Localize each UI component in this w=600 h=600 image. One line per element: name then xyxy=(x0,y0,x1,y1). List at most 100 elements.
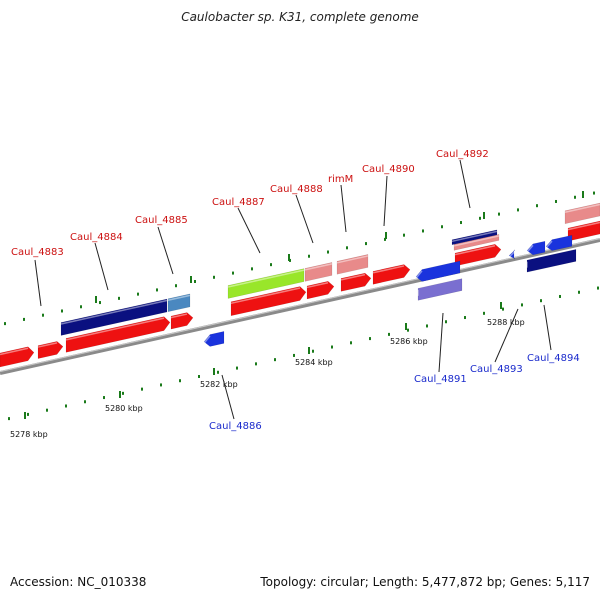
callout-line xyxy=(237,207,261,254)
scale-label: 5280 kbp xyxy=(105,404,143,413)
gene-label-caul-4892[interactable]: Caul_4892 xyxy=(436,149,489,160)
gene-caul-4895-shine xyxy=(567,221,600,231)
lower-track-tick xyxy=(255,362,257,366)
lower-track-tick xyxy=(464,316,466,320)
gene-caul-4893b[interactable] xyxy=(526,240,546,256)
major-tick xyxy=(582,191,584,198)
lower-track-tick xyxy=(521,303,523,307)
upper-track-tick xyxy=(479,216,481,220)
scale-label: 5282 kbp xyxy=(200,380,238,389)
gene-caul-4886[interactable] xyxy=(203,331,225,347)
callout-line xyxy=(383,175,388,227)
gene-rimm[interactable] xyxy=(340,272,372,292)
gene-caul-4883[interactable] xyxy=(0,346,35,368)
gene-label-caul-4891[interactable]: Caul_4891 xyxy=(414,374,467,385)
gene-caul-4885[interactable] xyxy=(170,312,194,330)
gene-caul-4884-shine xyxy=(65,317,165,341)
lower-track-tick xyxy=(160,383,162,387)
upper-track-tick xyxy=(251,267,253,271)
gene-caul-4890[interactable] xyxy=(372,264,411,285)
gene-caul-4891[interactable] xyxy=(415,260,461,282)
gene-label-caul-4883[interactable]: Caul_4883 xyxy=(11,247,64,258)
gene-caul-4888-upper[interactable] xyxy=(304,262,333,282)
upper-track-tick xyxy=(403,233,405,237)
gene-caul-4887-upper[interactable] xyxy=(227,268,305,299)
callout-line xyxy=(340,184,347,233)
callout-line xyxy=(459,159,471,209)
gene-caul-4895-upper[interactable] xyxy=(564,202,600,225)
upper-track-tick xyxy=(517,208,519,212)
lower-track-tick xyxy=(597,286,599,290)
gene-label-caul-4886[interactable]: Caul_4886 xyxy=(209,421,262,432)
gene-caul-4887-shine xyxy=(230,287,301,305)
upper-track-tick xyxy=(498,212,500,216)
upper-track-tick xyxy=(23,317,25,321)
upper-track-tick xyxy=(118,296,120,300)
gene-label-caul-4887[interactable]: Caul_4887 xyxy=(212,197,265,208)
gene-caul-4894[interactable] xyxy=(526,249,577,273)
gene-caul-4883b[interactable] xyxy=(37,341,64,359)
gene-caul-4892-cap[interactable] xyxy=(451,229,498,246)
upper-track-tick xyxy=(270,263,272,267)
lower-track-tick xyxy=(578,290,580,294)
gene-caul-4894b[interactable] xyxy=(545,234,573,251)
gene-label-caul-4893[interactable]: Caul_4893 xyxy=(470,364,523,375)
scale-label: 5286 kbp xyxy=(390,337,428,346)
lower-track-tick xyxy=(350,341,352,345)
lower-track-tick xyxy=(559,294,561,298)
gene-caul-4888-shine xyxy=(306,282,329,289)
gene-caul-4885-upper[interactable] xyxy=(167,293,191,313)
lower-track-tick xyxy=(388,332,390,336)
gene-caul-4893b-shine xyxy=(526,244,534,253)
upper-track-tick xyxy=(327,250,329,254)
gene-caul-4893-shine xyxy=(508,250,516,258)
gene-caul-4891-shine xyxy=(415,270,423,279)
gene-label-caul-4884[interactable]: Caul_4884 xyxy=(70,232,123,243)
gene-label-caul-4885[interactable]: Caul_4885 xyxy=(135,215,188,226)
lower-tick-track xyxy=(8,286,599,421)
callout-line xyxy=(221,374,235,420)
major-tick xyxy=(119,391,121,398)
upper-track-tick xyxy=(175,284,177,288)
lower-track-tick xyxy=(293,353,295,357)
gene-caul-4888-upper-shine xyxy=(304,263,333,271)
gene-label-caul-4894[interactable]: Caul_4894 xyxy=(527,353,580,364)
lower-track-tick xyxy=(198,374,200,378)
scale-label: 5278 kbp xyxy=(10,430,48,439)
lower-track-tick xyxy=(46,408,48,412)
upper-track-tick xyxy=(536,204,538,208)
gene-caul-4885-shine xyxy=(170,313,188,319)
gene-caul-4887[interactable] xyxy=(230,286,307,317)
gene-caul-4891-lower[interactable] xyxy=(417,278,463,301)
gene-caul-4884[interactable] xyxy=(65,316,171,353)
callout-line xyxy=(295,194,314,244)
upper-track-tick xyxy=(365,242,367,246)
upper-track-tick xyxy=(593,191,595,195)
gene-label-rimm[interactable]: rimM xyxy=(328,174,353,185)
upper-tick-track xyxy=(4,191,595,326)
gene-caul-4884-upper[interactable] xyxy=(60,298,168,336)
lower-track-tick xyxy=(217,370,219,374)
callout-line xyxy=(94,242,109,291)
upper-track-tick xyxy=(61,309,63,313)
genome-title: Caulobacter sp. K31, complete genome xyxy=(181,10,419,24)
gene-label-caul-4890[interactable]: Caul_4890 xyxy=(362,164,415,175)
gene-caul-4888[interactable] xyxy=(306,281,335,300)
upper-track-tick xyxy=(384,237,386,241)
lower-track-tick xyxy=(236,366,238,370)
upper-track-tick xyxy=(441,225,443,229)
gene-caul-4885-upper-shine xyxy=(167,294,191,301)
lower-track-tick xyxy=(369,337,371,341)
major-tick xyxy=(483,212,485,219)
gene-label-caul-4888[interactable]: Caul_4888 xyxy=(270,184,323,195)
gene-caul-4892-upper[interactable] xyxy=(453,234,500,251)
gene-caul-4893[interactable] xyxy=(508,249,516,260)
major-tick xyxy=(213,368,215,375)
gene-rimm-upper[interactable] xyxy=(336,254,369,275)
upper-track-tick xyxy=(137,292,139,296)
major-tick xyxy=(405,323,407,330)
gene-caul-4895-upper-shine xyxy=(564,203,600,213)
major-tick xyxy=(24,412,26,419)
gene-rimm-shine xyxy=(340,273,366,281)
